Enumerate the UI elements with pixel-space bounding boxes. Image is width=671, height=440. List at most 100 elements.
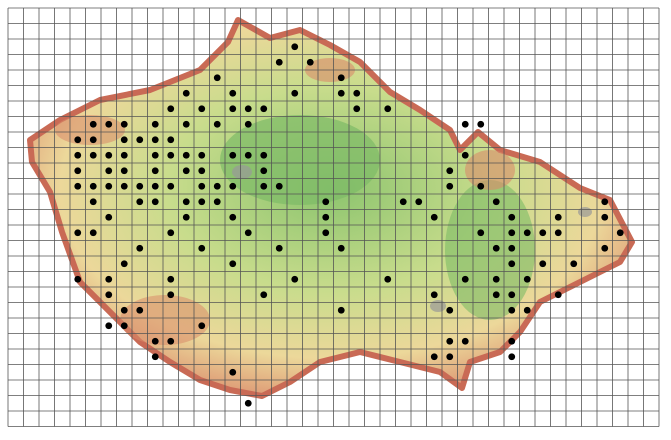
- occurrence-dot: [136, 306, 144, 314]
- occurrence-dot: [89, 151, 97, 159]
- occurrence-dot: [539, 229, 547, 237]
- occurrence-dot: [120, 182, 128, 190]
- occurrence-dot: [554, 291, 562, 299]
- occurrence-dot: [151, 120, 159, 128]
- occurrence-dot: [198, 244, 206, 252]
- occurrence-dot: [89, 229, 97, 237]
- occurrence-dot: [136, 244, 144, 252]
- occurrence-dot: [182, 198, 190, 206]
- occurrence-dot: [492, 198, 500, 206]
- occurrence-dot: [492, 275, 500, 283]
- occurrence-dot: [198, 198, 206, 206]
- occurrence-dot: [291, 43, 299, 51]
- occurrence-dot: [120, 322, 128, 330]
- occurrence-dot: [213, 198, 221, 206]
- occurrence-dot: [167, 229, 175, 237]
- occurrence-dot: [198, 167, 206, 175]
- occurrence-dot: [291, 275, 299, 283]
- occurrence-dot: [182, 120, 190, 128]
- occurrence-dot: [74, 275, 82, 283]
- occurrence-dot: [105, 291, 113, 299]
- occurrence-dot: [105, 182, 113, 190]
- occurrence-dot: [74, 167, 82, 175]
- occurrence-dot: [167, 275, 175, 283]
- occurrence-dot: [167, 151, 175, 159]
- occurrence-dot: [120, 260, 128, 268]
- occurrence-dot: [105, 151, 113, 159]
- occurrence-dot: [105, 322, 113, 330]
- occurrence-dot: [151, 353, 159, 361]
- occurrence-dot: [523, 306, 531, 314]
- occurrence-dot: [570, 260, 578, 268]
- occurrence-dot: [461, 151, 469, 159]
- occurrence-dot: [229, 213, 237, 221]
- occurrence-dot: [167, 136, 175, 144]
- occurrence-dot: [337, 306, 345, 314]
- highland: [465, 150, 515, 190]
- occurrence-dot: [508, 306, 516, 314]
- occurrence-dot: [508, 260, 516, 268]
- occurrence-dot: [244, 120, 252, 128]
- occurrence-dot: [353, 105, 361, 113]
- occurrence-dot: [120, 151, 128, 159]
- occurrence-dot: [601, 213, 609, 221]
- occurrence-dot: [477, 120, 485, 128]
- occurrence-dot: [167, 105, 175, 113]
- occurrence-dot: [120, 120, 128, 128]
- occurrence-dot: [523, 229, 531, 237]
- occurrence-dot: [89, 120, 97, 128]
- occurrence-dot: [229, 260, 237, 268]
- occurrence-dot: [229, 105, 237, 113]
- occurrence-dot: [105, 213, 113, 221]
- occurrence-dot: [275, 182, 283, 190]
- occurrence-dot: [136, 182, 144, 190]
- occurrence-dot: [508, 337, 516, 345]
- lowland: [445, 180, 535, 320]
- occurrence-dot: [182, 213, 190, 221]
- occurrence-dot: [446, 306, 454, 314]
- occurrence-dot: [120, 167, 128, 175]
- occurrence-dot: [89, 182, 97, 190]
- occurrence-dot: [105, 167, 113, 175]
- occurrence-dot: [601, 198, 609, 206]
- occurrence-dot: [182, 89, 190, 97]
- occurrence-dot: [508, 244, 516, 252]
- occurrence-dot: [554, 213, 562, 221]
- occurrence-dot: [275, 58, 283, 66]
- grid: [7, 7, 660, 427]
- occurrence-dot: [136, 198, 144, 206]
- occurrence-dot: [446, 337, 454, 345]
- occurrence-dot: [151, 198, 159, 206]
- occurrence-dot: [151, 182, 159, 190]
- occurrence-dot: [492, 291, 500, 299]
- occurrence-dot: [260, 291, 268, 299]
- occurrence-dot: [337, 89, 345, 97]
- occurrence-dot: [322, 213, 330, 221]
- occurrence-dot: [616, 229, 624, 237]
- occurrence-dot: [260, 105, 268, 113]
- occurrence-dot: [477, 229, 485, 237]
- occurrence-dot: [74, 151, 82, 159]
- occurrence-dot: [151, 151, 159, 159]
- highland: [120, 295, 210, 345]
- occurrence-dot: [446, 182, 454, 190]
- occurrence-dot: [167, 182, 175, 190]
- occurrence-dot: [167, 291, 175, 299]
- occurrence-dot: [229, 89, 237, 97]
- occurrence-dot: [89, 136, 97, 144]
- occurrence-dot: [415, 198, 423, 206]
- occurrence-dots: [74, 43, 624, 407]
- occurrence-dot: [322, 198, 330, 206]
- occurrence-dot: [213, 120, 221, 128]
- lowland: [220, 115, 380, 205]
- country-area: [27, 17, 635, 399]
- occurrence-dot: [446, 167, 454, 175]
- occurrence-dot: [275, 244, 283, 252]
- occurrence-dot: [399, 198, 407, 206]
- occurrence-dot: [353, 89, 361, 97]
- occurrence-dot: [182, 151, 190, 159]
- occurrence-dot: [244, 151, 252, 159]
- occurrence-dot: [461, 337, 469, 345]
- occurrence-dot: [198, 322, 206, 330]
